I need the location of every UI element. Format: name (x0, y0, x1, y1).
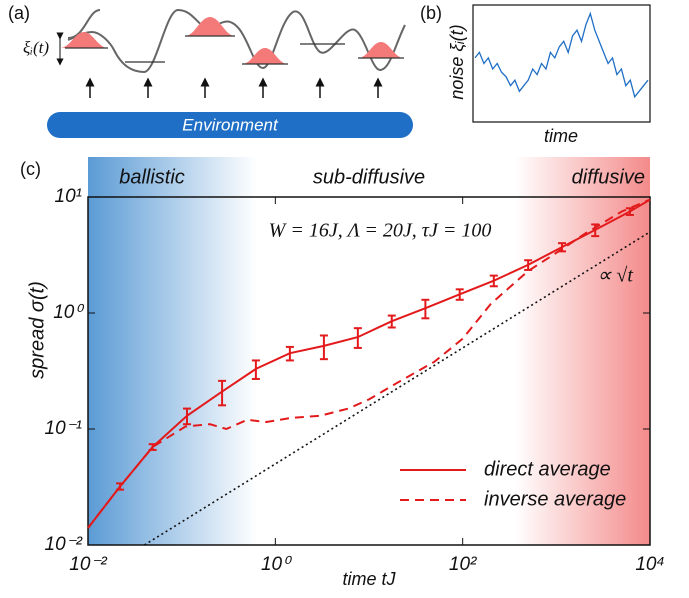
potential-diagram: ξᵢ(t) Environment (23, 8, 413, 138)
y-tick-label: 10¹ (55, 186, 82, 207)
x-tick-label: 10² (449, 554, 477, 575)
coupling-arrows (85, 77, 383, 98)
series-line (87, 198, 651, 529)
region-label: sub-diffusive (313, 166, 425, 188)
environment-box (47, 112, 413, 138)
series-line (143, 231, 651, 546)
panel-label: (c) (20, 159, 41, 179)
levels (56, 32, 404, 66)
axes-frame (87, 196, 651, 546)
x-tick-label: 10⁰ (261, 554, 292, 575)
y-axis-label: spread σ(t) (26, 281, 48, 379)
y-axis-label: noise ξᵢ(t) (447, 24, 467, 99)
noise-line (474, 11, 649, 99)
x-tick-label: 10⁻² (69, 554, 107, 575)
environment-label: Environment (182, 115, 279, 134)
legend-label: inverse average (484, 488, 626, 510)
wavepacket (242, 48, 288, 64)
reference-label: ∝ √t (597, 265, 633, 287)
axes-frame (472, 4, 651, 123)
panel-label: (a) (8, 3, 30, 23)
region-label: ballistic (119, 166, 185, 188)
potential (67, 9, 101, 39)
region-label: diffusive (572, 166, 645, 188)
noise-symbol: ξᵢ(t) (23, 38, 49, 57)
panel-label: (b) (420, 3, 442, 23)
x-tick-label: 10⁴ (635, 554, 664, 575)
y-tick-label: 10⁻² (45, 534, 83, 555)
regime-background (88, 157, 650, 545)
parameters-annotation: W = 16J, Λ = 20J, τJ = 100 (269, 220, 492, 242)
wavepacket (185, 17, 235, 36)
legend-label: direct average (484, 458, 611, 480)
potential (67, 8, 406, 74)
y-tick-label: 10⁻¹ (45, 418, 83, 439)
x-axis-label: time tJ (342, 569, 396, 589)
y-tick-label: 10⁰ (53, 302, 84, 323)
wavepacket (358, 42, 404, 58)
wavepacket (60, 32, 108, 48)
x-axis-label: time (544, 126, 578, 146)
